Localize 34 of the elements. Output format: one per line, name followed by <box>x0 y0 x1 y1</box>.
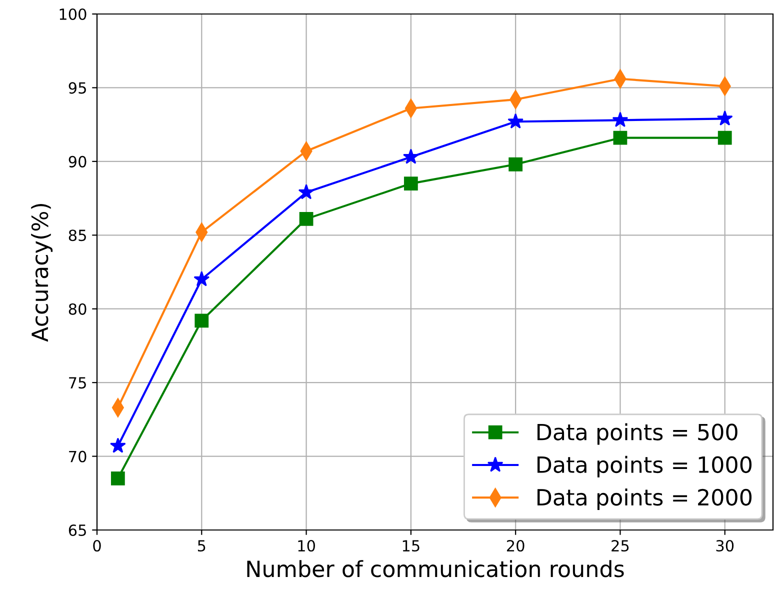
point <box>404 176 418 190</box>
point <box>402 148 419 164</box>
point <box>508 113 524 128</box>
y-axis-title: Accuracy(%) <box>31 204 53 342</box>
x-tick-label: 20 <box>506 540 524 552</box>
x-tick-label: 15 <box>402 540 420 552</box>
point <box>110 438 126 453</box>
point <box>718 130 732 145</box>
legend-label: Data points = 1000 <box>538 456 752 478</box>
point <box>110 471 125 486</box>
point <box>298 184 314 200</box>
x-tick-label: 25 <box>612 540 629 552</box>
y-tick-label: 95 <box>68 82 86 94</box>
y-tick-label: 100 <box>60 8 86 20</box>
y-tick-label: 80 <box>68 303 86 315</box>
x-tick-label: 0 <box>93 540 101 552</box>
x-tick-label: 30 <box>716 540 734 552</box>
point <box>716 110 733 126</box>
legend-label: Data points = 2000 <box>538 488 752 510</box>
point <box>194 271 210 286</box>
x-tick-label: 5 <box>198 540 206 552</box>
x-tick-label: 10 <box>298 540 315 552</box>
y-tick-label: 75 <box>69 377 86 389</box>
point <box>508 157 523 172</box>
x-axis-title: Number of communication rounds <box>247 560 624 578</box>
point <box>613 130 628 145</box>
point <box>612 112 628 128</box>
y-tick-label: 65 <box>68 524 86 536</box>
point <box>299 212 314 226</box>
y-tick-label: 90 <box>68 156 86 168</box>
y-tick-label: 85 <box>68 230 86 242</box>
point <box>194 314 209 328</box>
legend-label: Data points = 500 <box>538 423 738 445</box>
y-tick-label: 70 <box>69 450 86 462</box>
